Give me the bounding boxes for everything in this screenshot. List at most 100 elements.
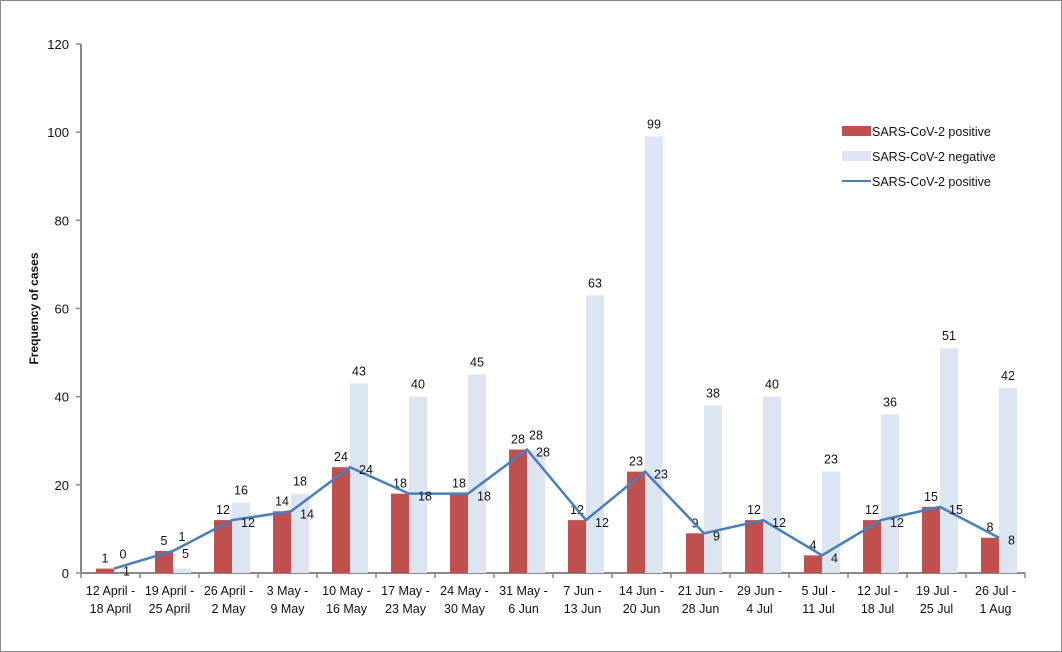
negative-data-label: 18 <box>293 475 307 489</box>
positive-bar <box>922 506 940 573</box>
negative-data-label: 43 <box>352 364 366 378</box>
line-data-label: 23 <box>654 468 668 482</box>
negative-data-label: 1 <box>179 530 186 544</box>
line-data-label: 12 <box>595 516 609 530</box>
negative-data-label: 23 <box>824 453 838 467</box>
negative-data-label: 42 <box>1001 369 1015 383</box>
x-tick-label: 9 May <box>270 602 305 616</box>
x-tick-label: 23 May <box>385 602 427 616</box>
positive-data-label: 18 <box>452 477 466 491</box>
line-data-label: 15 <box>949 503 963 517</box>
negative-data-label: 51 <box>942 329 956 343</box>
x-tick-label: 11 Jul <box>802 602 834 616</box>
line-data-label: 5 <box>182 547 189 561</box>
positive-bar <box>332 467 350 573</box>
positive-bar <box>450 493 468 573</box>
negative-bar <box>468 374 486 573</box>
positive-data-label: 1 <box>102 552 109 566</box>
x-tick-label: 12 April - <box>86 584 135 598</box>
positive-data-label: 8 <box>987 521 994 535</box>
positive-bar <box>391 493 409 573</box>
negative-data-label: 40 <box>411 378 425 392</box>
x-tick-label: 4 Jul <box>746 602 772 616</box>
line-data-label: 12 <box>890 516 904 530</box>
negative-bar <box>940 348 958 573</box>
line-data-label: 4 <box>831 551 838 565</box>
x-tick-label: 14 Jun - <box>619 584 664 598</box>
negative-bar <box>763 396 781 573</box>
x-tick-label: 6 Jun <box>508 602 539 616</box>
positive-bar <box>804 555 822 573</box>
legend-swatch <box>842 126 871 136</box>
positive-bar <box>273 511 291 573</box>
x-tick-label: 31 May - <box>499 584 548 598</box>
negative-data-label: 16 <box>234 483 248 497</box>
negative-bar <box>527 449 545 573</box>
negative-data-label: 99 <box>647 118 661 132</box>
x-tick-label: 18 Jul <box>861 602 894 616</box>
x-tick-label: 20 Jun <box>623 602 661 616</box>
positive-data-label: 4 <box>810 538 817 552</box>
x-tick-label: 3 May - <box>267 584 309 598</box>
positive-data-label: 15 <box>924 490 938 504</box>
x-tick-label: 16 May <box>326 602 368 616</box>
negative-bar <box>586 295 604 573</box>
negative-bar <box>704 405 722 573</box>
line-data-label: 8 <box>1008 534 1015 548</box>
positive-bar <box>568 520 586 573</box>
line-data-label: 24 <box>359 463 373 477</box>
x-tick-label: 1 Aug <box>980 602 1012 616</box>
x-tick-label: 25 April <box>149 602 191 616</box>
x-tick-label: 17 May - <box>381 584 430 598</box>
x-tick-label: 5 Jul - <box>801 584 835 598</box>
y-tick-label: 20 <box>55 478 69 493</box>
positive-bar <box>627 471 645 573</box>
negative-bar <box>350 383 368 573</box>
line-data-label: 14 <box>300 507 314 521</box>
negative-data-label: 28 <box>529 429 543 443</box>
positive-bar <box>686 533 704 573</box>
x-tick-label: 19 April - <box>145 584 194 598</box>
y-tick-label: 120 <box>47 37 69 52</box>
y-tick-label: 60 <box>55 302 69 317</box>
negative-bar <box>881 414 899 573</box>
positive-data-label: 14 <box>275 494 289 508</box>
legend-label: SARS-CoV-2 positive <box>872 175 991 189</box>
x-tick-label: 2 May <box>211 602 246 616</box>
negative-data-label: 45 <box>470 356 484 370</box>
negative-data-label: 40 <box>765 378 779 392</box>
positive-bar <box>214 520 232 573</box>
negative-data-label: 36 <box>883 395 897 409</box>
positive-data-label: 12 <box>865 503 879 517</box>
line-data-label: 18 <box>418 490 432 504</box>
x-tick-label: 25 Jul <box>920 602 953 616</box>
positive-data-label: 5 <box>161 534 168 548</box>
line-data-label: 18 <box>477 490 491 504</box>
legend-swatch <box>842 151 871 161</box>
positive-bar <box>96 568 114 573</box>
x-tick-label: 26 Jul - <box>975 584 1016 598</box>
y-tick-label: 80 <box>55 213 69 228</box>
positive-data-label: 28 <box>511 433 525 447</box>
x-tick-label: 7 Jun - <box>563 584 601 598</box>
positive-bar <box>981 537 999 573</box>
line-data-label: 9 <box>713 529 720 543</box>
negative-bar <box>173 568 191 573</box>
negative-bar <box>645 136 663 573</box>
x-tick-label: 12 Jul - <box>857 584 898 598</box>
y-tick-label: 40 <box>55 390 69 405</box>
x-tick-label: 29 Jun - <box>737 584 782 598</box>
positive-data-label: 24 <box>334 450 348 464</box>
x-tick-label: 13 Jun <box>564 602 602 616</box>
positive-trend-line <box>113 447 1000 570</box>
positive-bar <box>745 520 763 573</box>
x-tick-label: 18 April <box>90 602 132 616</box>
negative-data-label: 38 <box>706 386 720 400</box>
negative-bar <box>291 493 309 573</box>
negative-data-label: 63 <box>588 276 602 290</box>
line-data-label: 12 <box>241 516 255 530</box>
line-data-label: 28 <box>536 446 550 460</box>
negative-bar <box>409 396 427 573</box>
line-data-label: 12 <box>772 516 786 530</box>
